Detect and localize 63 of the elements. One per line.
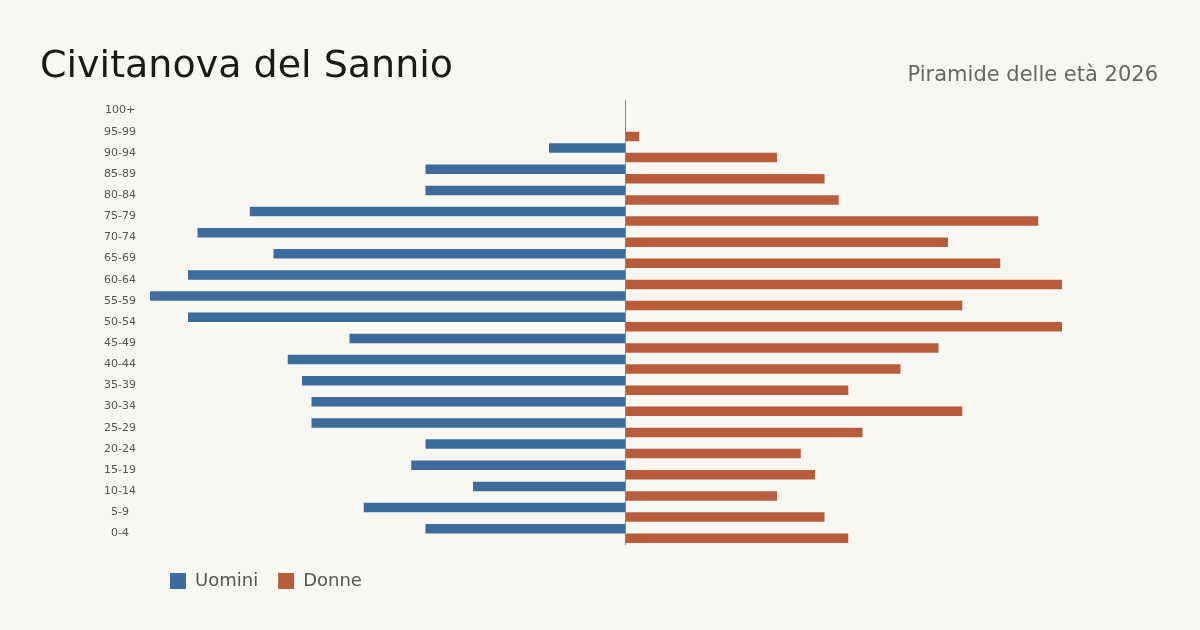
y-tick-label: 100+ bbox=[104, 103, 136, 117]
legend-label: Uomini bbox=[195, 568, 259, 590]
y-tick-label: 5-9 bbox=[111, 505, 129, 519]
y-tick-label: 30-34 bbox=[104, 399, 136, 413]
y-tick-label: 50-54 bbox=[104, 314, 136, 328]
bar bbox=[150, 291, 625, 301]
bar bbox=[625, 448, 801, 459]
y-tick-label: 75-79 bbox=[104, 209, 136, 223]
bar bbox=[625, 279, 1062, 290]
bar bbox=[311, 397, 625, 407]
y-tick-label: 55-59 bbox=[104, 293, 136, 307]
bar bbox=[249, 206, 625, 217]
bar bbox=[625, 322, 1062, 332]
bar bbox=[363, 502, 625, 513]
bar bbox=[625, 533, 849, 543]
bar bbox=[625, 470, 815, 480]
y-tick-label: 80-84 bbox=[104, 188, 136, 201]
bar bbox=[287, 354, 625, 365]
y-tick-label: 25-29 bbox=[104, 420, 136, 434]
y-tick-label: 60-64 bbox=[104, 272, 136, 286]
y-tick-label: 90-94 bbox=[104, 145, 136, 159]
chart-subtitle: Piramide delle età 2026 bbox=[907, 62, 1158, 86]
bar bbox=[188, 312, 625, 322]
y-tick-label: 65-69 bbox=[104, 251, 136, 265]
bar bbox=[625, 258, 1001, 269]
bar bbox=[549, 143, 625, 153]
y-tick-label: 10-14 bbox=[104, 484, 136, 497]
bar bbox=[625, 364, 901, 374]
bar bbox=[473, 481, 625, 492]
y-tick-label: 95-99 bbox=[104, 124, 136, 138]
bar bbox=[349, 333, 625, 344]
bar bbox=[625, 174, 825, 184]
y-tick-label: 20-24 bbox=[104, 441, 136, 455]
chart-title: Civitanova del Sannio bbox=[40, 42, 454, 86]
bar bbox=[411, 460, 625, 470]
legend-label: Donne bbox=[303, 568, 362, 590]
bar bbox=[625, 427, 863, 438]
y-tick-label: 40-44 bbox=[104, 357, 136, 371]
y-tick-label: 85-89 bbox=[104, 166, 136, 180]
y-tick-label: 0-4 bbox=[111, 526, 129, 540]
bar bbox=[625, 385, 849, 395]
bar bbox=[302, 375, 625, 386]
bar bbox=[625, 300, 963, 311]
y-tick-label: 45-49 bbox=[104, 336, 136, 349]
bar bbox=[625, 195, 839, 205]
bar bbox=[625, 343, 939, 353]
y-tick-label: 35-39 bbox=[104, 378, 136, 392]
bar bbox=[311, 418, 625, 428]
bar bbox=[197, 227, 625, 238]
bar bbox=[625, 237, 948, 247]
bar bbox=[273, 249, 625, 259]
bar bbox=[625, 152, 777, 163]
bar bbox=[425, 523, 625, 534]
bar bbox=[625, 406, 963, 417]
bar bbox=[625, 491, 777, 501]
bar bbox=[425, 439, 625, 449]
bar bbox=[425, 185, 625, 196]
bar bbox=[625, 216, 1039, 226]
y-tick-label: 70-74 bbox=[104, 230, 136, 244]
bar bbox=[625, 512, 825, 522]
bar bbox=[425, 164, 625, 174]
bar bbox=[188, 270, 625, 280]
y-tick-label: 15-19 bbox=[104, 462, 136, 476]
